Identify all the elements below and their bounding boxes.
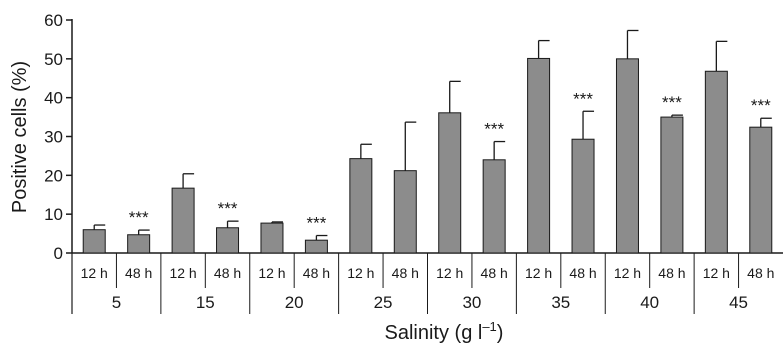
x-subcategory-label: 12 h — [614, 265, 641, 281]
x-axis-label-main: Salinity (g l — [385, 322, 483, 344]
x-subcategory-label: 48 h — [658, 265, 685, 281]
x-group-label: 45 — [729, 293, 748, 312]
x-group-label: 20 — [285, 293, 304, 312]
significance-label: *** — [662, 93, 682, 112]
y-tick-label: 40 — [44, 89, 63, 108]
significance-label: *** — [484, 120, 504, 139]
x-subcategory-label: 12 h — [525, 265, 552, 281]
bar — [527, 57, 551, 254]
x-subcategory-label: 48 h — [747, 265, 774, 281]
x-subcategory-label: 48 h — [569, 265, 596, 281]
bar — [82, 229, 106, 254]
bar — [393, 170, 417, 254]
bar — [171, 187, 195, 254]
x-subcategory-label: 48 h — [125, 265, 152, 281]
bar — [438, 112, 462, 254]
significance-label: *** — [218, 199, 238, 218]
x-group-label: 25 — [374, 293, 393, 312]
y-tick-label: 50 — [44, 50, 63, 69]
x-subcategory-label: 12 h — [258, 265, 285, 281]
x-subcategory-label: 12 h — [436, 265, 463, 281]
bars: *** *** *** *** *** *** *** — [82, 29, 773, 254]
y-axis-label: Positive cells (%) — [9, 61, 31, 213]
significance-label: *** — [573, 89, 593, 108]
y-tick-label: 10 — [44, 205, 63, 224]
bar — [349, 158, 373, 254]
y-tick-label: 0 — [54, 244, 63, 263]
y-tick-label: 60 — [44, 11, 63, 30]
x-subcategory-label: 12 h — [703, 265, 730, 281]
x-group-label: 40 — [640, 293, 659, 312]
x-axis-label-superscript: –1 — [482, 319, 496, 334]
bar — [660, 116, 684, 254]
x-group-label: 35 — [551, 293, 570, 312]
significance-label: *** — [129, 208, 149, 227]
bar — [304, 239, 328, 254]
x-axis-label: Salinity (g l–1) — [385, 319, 504, 344]
x-subcategory-label: 12 h — [347, 265, 374, 281]
x-subcategory-label: 12 h — [169, 265, 196, 281]
bar — [704, 70, 728, 254]
significance-label: *** — [306, 214, 326, 233]
x-group-label: 30 — [462, 293, 481, 312]
bar — [482, 159, 506, 254]
significance-label: *** — [751, 96, 771, 115]
bar — [260, 222, 284, 254]
x-subcategory-label: 48 h — [214, 265, 241, 281]
bar — [127, 234, 151, 254]
bar — [571, 138, 595, 254]
x-subcategory-label: 48 h — [303, 265, 330, 281]
bar — [615, 58, 639, 254]
x-subcategory-label: 48 h — [392, 265, 419, 281]
x-subcategory-label: 12 h — [81, 265, 108, 281]
x-group-label: 15 — [196, 293, 215, 312]
x-group-label: 5 — [112, 293, 121, 312]
bar — [749, 126, 773, 254]
x-category-labels: 12 h 48 h 12 h 48 h 12 h 48 h 12 h 48 h 12 h 48 h… — [81, 265, 775, 312]
y-tick-label: 30 — [44, 128, 63, 147]
x-subcategory-label: 48 h — [481, 265, 508, 281]
y-tick-labels: 0 10 20 30 40 50 60 — [44, 11, 63, 263]
bar — [216, 227, 240, 254]
y-tick-label: 20 — [44, 166, 63, 185]
x-axis-label-close: ) — [497, 322, 504, 344]
